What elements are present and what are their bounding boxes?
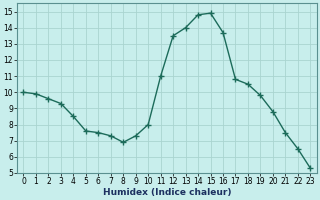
X-axis label: Humidex (Indice chaleur): Humidex (Indice chaleur) <box>103 188 231 197</box>
